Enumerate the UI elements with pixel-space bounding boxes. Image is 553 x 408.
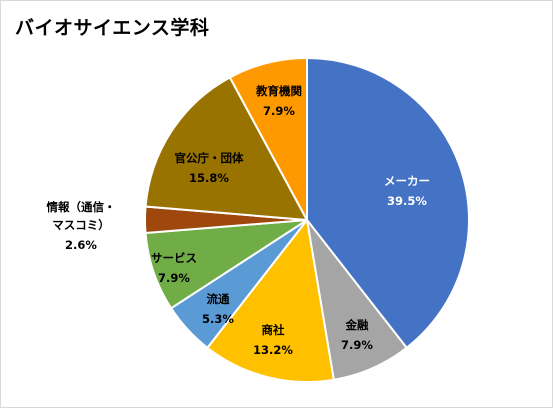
pie-slice: [306, 56, 471, 350]
slice-value-label: 15.8%: [189, 171, 229, 185]
slice-value-label: 2.6%: [65, 238, 97, 252]
slice-label: サービス: [151, 251, 197, 265]
pie-slice: [228, 56, 308, 221]
slice-label: マスコミ）: [52, 218, 110, 232]
slice-label: 金融: [345, 318, 369, 332]
slice-label: 情報（通信・: [46, 200, 116, 214]
pie-slice: [205, 217, 335, 383]
slice-label: 商社: [262, 323, 285, 337]
slice-value-label: 39.5%: [387, 194, 427, 208]
slice-label: 流通: [207, 292, 230, 306]
pie-slice: [144, 76, 309, 222]
slice-value-label: 13.2%: [253, 343, 293, 357]
slice-label: 官公庁・団体: [175, 151, 244, 165]
slice-value-label: 5.3%: [202, 312, 234, 326]
slice-label: メーカー: [384, 174, 430, 188]
slice-value-label: 7.9%: [158, 271, 190, 285]
slice-label: 教育機関: [255, 84, 302, 98]
slice-value-label: 7.9%: [263, 104, 295, 118]
chart-title: バイオサイエンス学科: [15, 17, 210, 39]
slice-value-label: 7.9%: [341, 338, 373, 352]
